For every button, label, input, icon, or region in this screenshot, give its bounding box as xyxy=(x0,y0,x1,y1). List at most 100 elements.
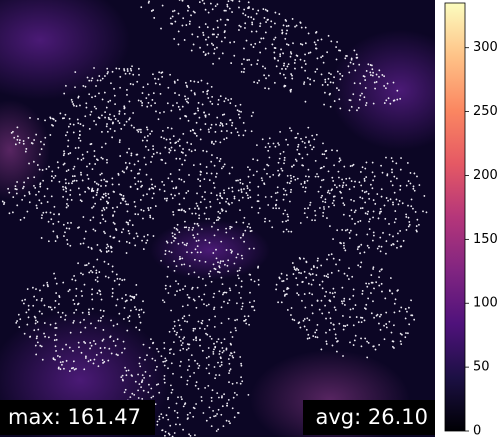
point xyxy=(220,341,223,344)
point xyxy=(378,245,380,248)
point xyxy=(117,354,119,357)
point xyxy=(103,260,106,263)
point xyxy=(367,297,370,300)
point xyxy=(173,325,176,327)
point xyxy=(330,189,333,192)
point xyxy=(170,146,173,149)
point xyxy=(90,269,92,272)
point xyxy=(217,338,220,340)
point xyxy=(308,337,311,339)
point xyxy=(201,349,204,352)
point xyxy=(35,288,37,290)
point xyxy=(365,102,368,104)
point xyxy=(81,179,84,182)
point xyxy=(301,43,304,46)
point xyxy=(175,333,178,336)
point xyxy=(78,346,80,349)
point xyxy=(212,353,215,355)
point xyxy=(220,322,223,324)
point xyxy=(93,150,96,152)
point xyxy=(293,266,296,269)
point xyxy=(57,220,60,223)
avg-annotation: avg: 26.10 xyxy=(316,405,429,429)
point xyxy=(47,240,50,243)
point xyxy=(259,51,262,54)
point xyxy=(162,416,164,419)
point xyxy=(274,192,277,194)
point xyxy=(97,365,100,368)
point xyxy=(40,345,43,348)
point xyxy=(202,278,204,280)
point xyxy=(36,321,39,323)
point xyxy=(230,251,233,254)
point xyxy=(98,75,101,77)
point xyxy=(129,295,132,297)
point xyxy=(233,195,236,198)
point xyxy=(92,216,95,219)
point xyxy=(68,117,71,120)
point xyxy=(80,173,83,176)
point xyxy=(405,184,408,187)
point xyxy=(175,280,177,282)
point xyxy=(279,55,282,58)
point xyxy=(221,351,224,354)
point xyxy=(185,226,188,229)
point xyxy=(242,71,245,73)
point xyxy=(53,272,55,275)
point xyxy=(243,47,245,50)
point xyxy=(372,266,375,269)
point xyxy=(136,235,139,238)
point xyxy=(130,69,133,72)
point xyxy=(252,46,255,48)
point xyxy=(152,153,155,155)
point xyxy=(214,5,217,7)
point xyxy=(43,143,45,146)
point xyxy=(311,148,313,151)
point xyxy=(125,120,128,123)
point xyxy=(197,101,200,104)
point xyxy=(377,217,380,220)
point xyxy=(316,68,318,71)
point xyxy=(240,362,242,365)
point xyxy=(88,127,91,130)
point xyxy=(96,79,99,82)
point xyxy=(248,189,251,192)
point xyxy=(128,100,131,103)
point xyxy=(348,214,351,217)
point xyxy=(41,312,43,315)
point xyxy=(211,389,214,392)
point xyxy=(325,343,328,345)
point xyxy=(381,74,384,76)
point xyxy=(45,168,48,170)
point xyxy=(127,223,130,226)
point xyxy=(392,235,394,238)
point xyxy=(135,153,138,156)
point xyxy=(374,348,377,351)
point xyxy=(400,245,403,248)
point xyxy=(152,145,154,148)
point xyxy=(333,76,335,79)
point xyxy=(111,70,114,73)
point xyxy=(129,309,132,312)
point xyxy=(138,329,141,331)
point xyxy=(320,38,323,41)
point xyxy=(141,379,144,382)
point xyxy=(38,153,41,156)
point xyxy=(201,0,204,2)
point xyxy=(338,157,341,160)
point xyxy=(223,31,226,34)
point xyxy=(106,123,108,125)
point xyxy=(379,207,382,210)
point xyxy=(279,53,282,56)
point xyxy=(115,304,118,307)
point xyxy=(133,306,136,308)
point xyxy=(140,381,143,384)
point xyxy=(231,336,234,338)
point xyxy=(204,8,207,11)
point xyxy=(167,86,170,89)
point xyxy=(192,415,195,418)
point xyxy=(311,304,313,307)
point xyxy=(201,195,204,198)
point xyxy=(184,81,187,84)
point xyxy=(285,25,288,28)
